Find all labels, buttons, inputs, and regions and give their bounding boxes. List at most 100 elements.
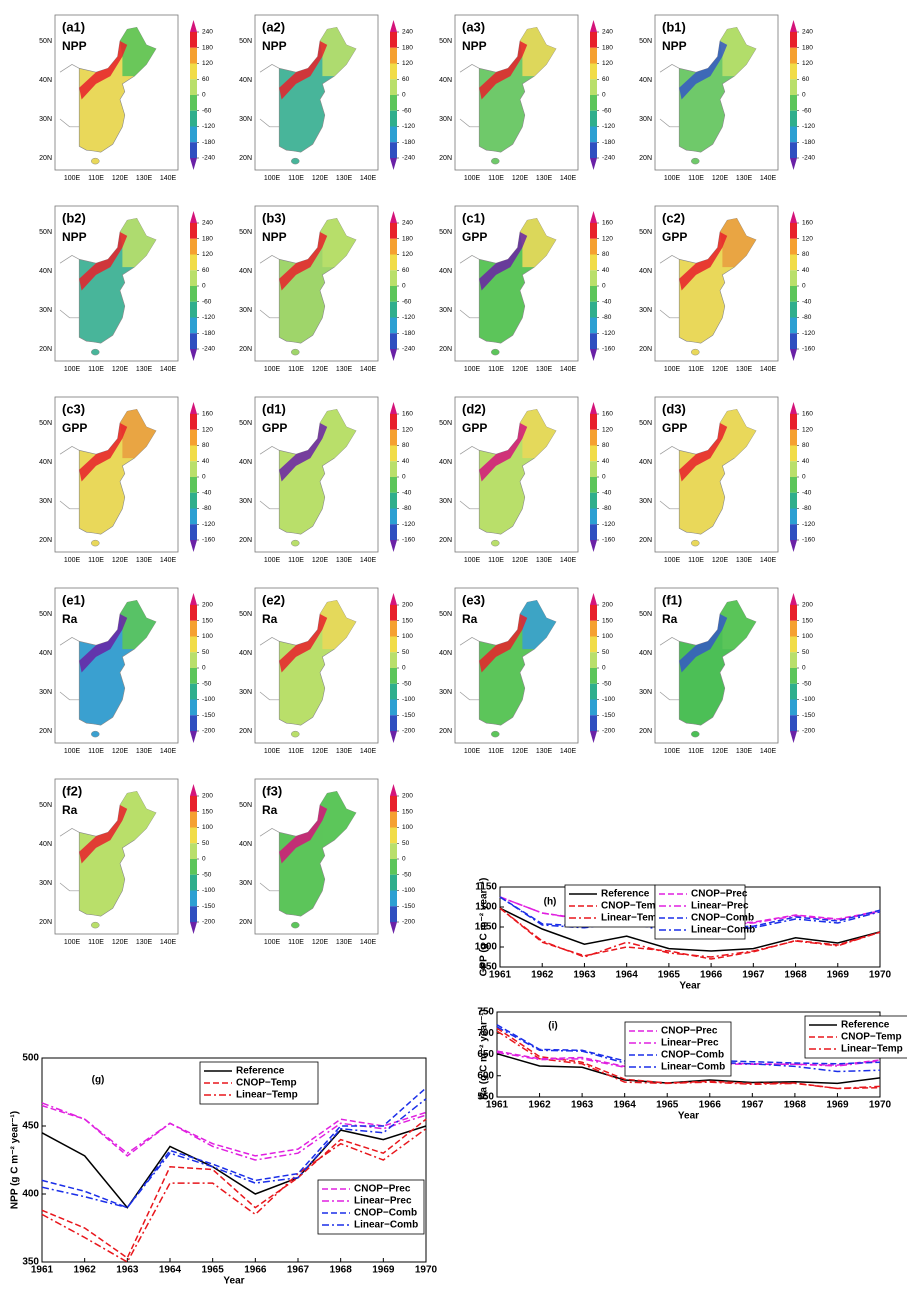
- coastline: [459, 63, 480, 73]
- panel-label: (c1): [462, 210, 485, 225]
- colorbar-end: [190, 349, 197, 361]
- x-tick-label: 1968: [330, 1265, 353, 1276]
- map-anomaly-band: [279, 614, 328, 673]
- colorbar-segment: [790, 32, 797, 48]
- map-region-ne: [120, 600, 156, 650]
- colorbar-segment: [390, 47, 397, 64]
- lat-label: 50N: [239, 420, 252, 427]
- island: [291, 730, 300, 738]
- map-region-ne: [520, 27, 556, 77]
- lat-label: 30N: [39, 498, 52, 505]
- lon-label: 110E: [688, 175, 704, 182]
- lat-label: 50N: [639, 611, 652, 618]
- map-panel: (f3) Ra 50N 40N 30N 20N 100E 110E 120E 130E 140E 20…: [239, 778, 415, 946]
- y-tick-label: 1100: [475, 902, 497, 913]
- lon-label: 130E: [336, 748, 353, 755]
- lon-label: 140E: [160, 366, 177, 373]
- map-region-ne: [520, 218, 556, 268]
- coastline: [659, 254, 680, 264]
- lat-label: 30N: [639, 116, 652, 123]
- panel-label: (f3): [262, 783, 282, 798]
- legend-label: Reference: [601, 889, 650, 900]
- coastline: [659, 691, 680, 701]
- colorbar-label: -120: [802, 521, 815, 528]
- colorbar-label: 0: [202, 665, 206, 672]
- legend-label: CNOP−Prec: [661, 1026, 718, 1037]
- colorbar-segment: [790, 715, 797, 731]
- lat-label: 20N: [239, 155, 252, 162]
- colorbar-label: -150: [202, 712, 215, 719]
- panel-label: (f1): [662, 592, 682, 607]
- map-variable: NPP: [262, 230, 287, 244]
- lat-label: 50N: [439, 420, 452, 427]
- y-tick-label: 750: [477, 1007, 494, 1018]
- map-anomaly-band: [479, 232, 528, 291]
- lat-label: 20N: [639, 728, 652, 735]
- lon-label: 120E: [112, 557, 129, 564]
- colorbar-segment: [790, 636, 797, 653]
- y-tick-label: 1150: [475, 882, 497, 893]
- colorbar-segment: [390, 715, 397, 731]
- legend-label: Linear−Comb: [691, 925, 755, 936]
- colorbar-segment: [590, 238, 597, 255]
- lon-label: 130E: [136, 939, 153, 946]
- colorbar-label: -180: [602, 139, 615, 146]
- colorbar-segment: [190, 843, 197, 859]
- colorbar-label: 50: [402, 649, 410, 656]
- colorbar-segment: [190, 126, 197, 143]
- lat-label: 40N: [239, 650, 252, 657]
- colorbar-end: [790, 731, 797, 743]
- colorbar-label: -60: [202, 298, 212, 305]
- coastline: [459, 445, 480, 455]
- legend-label: CNOP−Temp: [236, 1078, 297, 1089]
- coastline: [659, 500, 680, 510]
- coastline: [259, 445, 280, 455]
- colorbar-label: 0: [802, 92, 806, 99]
- lon-label: 130E: [536, 748, 553, 755]
- coastline: [659, 309, 680, 319]
- island: [91, 921, 100, 929]
- colorbar-label: 160: [802, 411, 813, 418]
- colorbar-label: -60: [402, 107, 412, 114]
- colorbar-label: -80: [602, 314, 612, 321]
- island: [91, 348, 100, 356]
- colorbar-label: -160: [602, 537, 615, 544]
- x-tick-label: 1961: [489, 970, 512, 981]
- colorbar-segment: [790, 524, 797, 540]
- map-anomaly-band: [79, 41, 128, 100]
- lon-label: 130E: [336, 557, 353, 564]
- coastline: [459, 691, 480, 701]
- lon-label: 140E: [160, 748, 177, 755]
- legend-label: CNOP−Prec: [354, 1184, 411, 1195]
- colorbar-label: 120: [402, 60, 413, 67]
- panel-label: (e1): [62, 592, 85, 607]
- colorbar-label: -40: [802, 298, 812, 305]
- island: [691, 539, 700, 547]
- colorbar-label: 0: [802, 283, 806, 290]
- colorbar-segment: [190, 620, 197, 637]
- colorbar-segment: [390, 668, 397, 684]
- map-anomaly-band: [679, 614, 728, 673]
- colorbar-label: 40: [202, 458, 210, 465]
- x-tick-label: 1965: [202, 1265, 225, 1276]
- map-variable: Ra: [462, 612, 478, 626]
- colorbar-label: 100: [202, 633, 213, 640]
- map-anomaly-band: [479, 41, 528, 100]
- colorbar-segment: [190, 223, 197, 239]
- colorbar-segment: [590, 683, 597, 700]
- colorbar-label: -100: [402, 696, 415, 703]
- map-region-ne: [320, 409, 356, 459]
- lon-label: 120E: [712, 748, 729, 755]
- lat-label: 20N: [239, 919, 252, 926]
- colorbar-label: 40: [602, 458, 610, 465]
- colorbar-end: [790, 20, 797, 32]
- lat-label: 30N: [639, 307, 652, 314]
- colorbar-segment: [390, 110, 397, 127]
- colorbar-segment: [590, 142, 597, 158]
- colorbar-segment: [390, 524, 397, 540]
- colorbar-segment: [190, 461, 197, 477]
- lon-label: 110E: [88, 557, 104, 564]
- colorbar-label: 0: [402, 92, 406, 99]
- map-panel: (f2) Ra 50N 40N 30N 20N 100E 110E 120E 130E 140E 20…: [39, 778, 215, 946]
- lon-label: 100E: [464, 175, 481, 182]
